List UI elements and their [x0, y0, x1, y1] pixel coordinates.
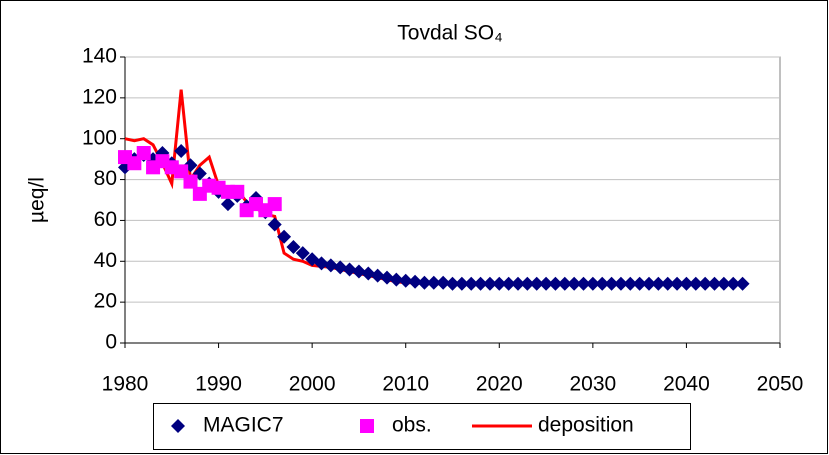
diamond-marker	[351, 264, 366, 279]
diamond-marker	[174, 143, 189, 158]
diamond-marker	[380, 270, 394, 285]
y-tick-label: 80	[94, 167, 117, 190]
diamond-marker	[585, 276, 600, 291]
y-tick-label: 140	[82, 45, 117, 68]
diamond-marker	[436, 275, 451, 290]
diamond-marker	[417, 275, 432, 290]
diamond-marker	[595, 276, 610, 291]
legend-label: deposition	[538, 414, 634, 437]
diamond-marker	[613, 276, 628, 291]
diamond-marker	[511, 276, 525, 291]
diamond-marker	[333, 260, 348, 275]
diamond-marker	[735, 276, 750, 291]
diamond-marker	[707, 276, 722, 291]
x-tick-label: 2000	[289, 373, 336, 396]
x-tick-label: 1990	[195, 373, 242, 396]
diamond-marker	[501, 276, 516, 291]
plot-area	[124, 56, 781, 344]
diamond-marker	[389, 272, 404, 287]
x-tick-label: 1980	[102, 373, 149, 396]
legend-box	[153, 403, 691, 450]
diamond-marker	[529, 276, 544, 291]
diamond-marker	[726, 276, 741, 291]
diamond-marker	[464, 276, 479, 291]
diamond-marker	[277, 229, 292, 244]
diamond-marker	[342, 262, 357, 277]
diamond-marker	[323, 258, 338, 273]
diamond-marker	[548, 276, 563, 291]
diamond-marker	[688, 276, 703, 291]
square-marker	[360, 419, 374, 433]
y-tick-label: 60	[94, 208, 117, 231]
legend-label: obs.	[392, 414, 432, 437]
diamond-marker	[557, 276, 572, 291]
diamond-marker	[267, 217, 282, 232]
y-tick-label: 40	[94, 249, 117, 272]
diamond-marker	[398, 273, 413, 288]
diamond-marker	[623, 276, 638, 291]
legend-label: MAGIC7	[203, 414, 284, 437]
y-tick-label: 0	[105, 331, 117, 354]
y-tick-label: 120	[82, 85, 117, 108]
diamond-marker	[370, 268, 385, 283]
diamond-marker	[286, 239, 301, 254]
diamond-marker	[567, 276, 582, 291]
diamond-marker	[220, 197, 235, 212]
diamond-marker	[576, 276, 591, 291]
square-marker	[230, 184, 245, 199]
x-tick-label: 2050	[757, 373, 804, 396]
diamond-marker	[492, 276, 507, 291]
y-axis-label: µeq/l	[26, 177, 49, 223]
y-tick-label: 20	[94, 290, 117, 313]
y-tick-label: 100	[82, 126, 117, 149]
x-tick-label: 2040	[663, 373, 710, 396]
diamond-marker	[539, 276, 554, 291]
diamond-marker	[445, 276, 460, 291]
x-tick-label: 2020	[476, 373, 523, 396]
diamond-marker	[408, 274, 423, 289]
diamond-marker	[679, 276, 694, 291]
diamond-marker	[632, 276, 647, 291]
diamond-marker	[482, 276, 497, 291]
square-marker	[267, 197, 282, 212]
diamond-marker	[473, 276, 488, 291]
diamond-marker	[361, 266, 376, 281]
diamond-marker	[314, 256, 329, 271]
diamond-marker	[642, 276, 656, 291]
diamond-marker	[716, 276, 731, 291]
chart-title: Tovdal SO₄	[397, 22, 502, 45]
diamond-marker	[171, 419, 185, 433]
square-marker	[136, 146, 151, 161]
diamond-marker	[698, 276, 713, 291]
diamond-marker	[454, 276, 469, 291]
diamond-marker	[651, 276, 666, 291]
x-tick-label: 2030	[569, 373, 616, 396]
square-marker	[183, 174, 198, 189]
diamond-marker	[660, 276, 675, 291]
diamond-marker	[295, 246, 310, 261]
diamond-marker	[426, 275, 441, 290]
diamond-marker	[520, 276, 535, 291]
x-tick-label: 2010	[382, 373, 429, 396]
diamond-marker	[604, 276, 619, 291]
diamond-marker	[670, 276, 685, 291]
